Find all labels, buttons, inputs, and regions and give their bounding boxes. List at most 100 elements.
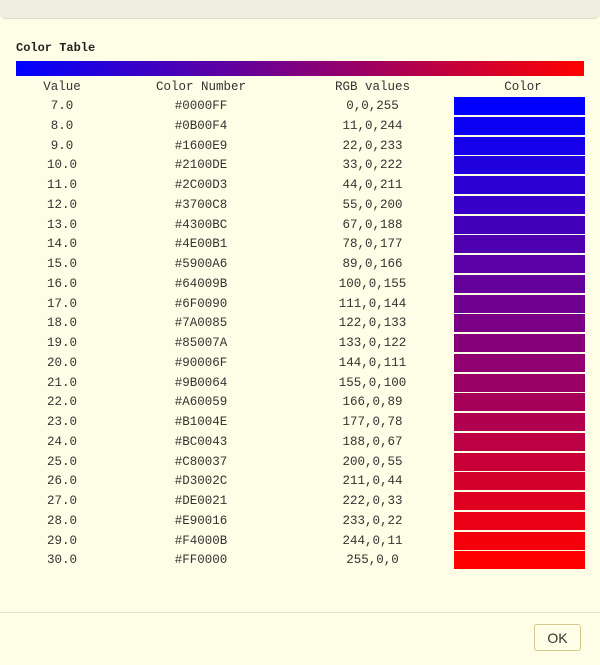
color-swatch [454, 531, 585, 550]
row-value: 14.0 [46, 237, 77, 252]
row-value: 16.0 [46, 276, 77, 291]
row-color-number: #F4000B [174, 533, 228, 548]
color-swatch [454, 334, 585, 352]
table-row: 22.0 #A60059 166,0,89 [0, 393, 600, 413]
row-rgb-values: 100,0,155 [338, 276, 407, 291]
row-color-number: #1600E9 [174, 138, 228, 153]
row-value: 22.0 [46, 395, 77, 410]
row-rgb-values: 177,0,78 [342, 415, 403, 429]
row-value: 10.0 [46, 158, 77, 173]
color-gradient-bar [16, 61, 584, 76]
color-swatch [454, 136, 585, 155]
table-row: 10.0 #2100DE 33,0,222 [0, 156, 600, 176]
row-value: 7.0 [50, 99, 74, 113]
row-rgb-values: 233,0,22 [342, 513, 403, 528]
row-value: 21.0 [46, 375, 77, 390]
table-row: 29.0 #F4000B 244,0,11 [0, 531, 600, 552]
row-color-number: #90006F [174, 355, 228, 370]
row-color-number: #4E00B1 [174, 237, 228, 252]
row-color-number: #9B0064 [174, 375, 228, 390]
row-rgb-values: 222,0,33 [342, 494, 403, 508]
row-color-number: #A60059 [174, 395, 228, 410]
table-row: 18.0 #7A0085 122,0,133 [0, 314, 600, 334]
table-row: 8.0 #0B00F4 11,0,244 [0, 116, 600, 137]
row-rgb-values: 211,0,44 [342, 474, 403, 489]
row-value: 9.0 [50, 138, 74, 153]
header-color-number: Color Number [155, 80, 246, 94]
row-rgb-values: 166,0,89 [342, 395, 403, 410]
ok-button[interactable]: OK [534, 624, 581, 651]
table-row: 25.0 #C80037 200,0,55 [0, 452, 600, 473]
color-swatch [454, 353, 585, 372]
row-rgb-values: 44,0,211 [342, 178, 403, 192]
row-value: 13.0 [46, 217, 77, 232]
color-swatch [454, 472, 585, 491]
table-row: 20.0 #90006F 144,0,111 [0, 353, 600, 374]
row-rgb-values: 67,0,188 [342, 217, 403, 232]
row-color-number: #0000FF [174, 99, 228, 113]
row-color-number: #DE0021 [174, 494, 228, 508]
table-row: 27.0 #DE0021 222,0,33 [0, 492, 600, 512]
table-row: 14.0 #4E00B1 78,0,177 [0, 235, 600, 255]
row-color-number: #E90016 [174, 513, 228, 528]
table-row: 26.0 #D3002C 211,0,44 [0, 472, 600, 492]
table-row: 24.0 #BC0043 188,0,67 [0, 432, 600, 453]
color-swatch [454, 116, 585, 135]
table-row: 17.0 #6F0090 111,0,144 [0, 294, 600, 315]
row-value: 15.0 [46, 257, 77, 271]
row-rgb-values: 144,0,111 [338, 355, 407, 370]
row-color-number: #FF0000 [174, 553, 228, 568]
row-rgb-values: 33,0,222 [342, 158, 403, 173]
header-color: Color [504, 80, 542, 94]
footer-divider [0, 612, 600, 613]
row-value: 12.0 [46, 197, 77, 212]
table-row: 19.0 #85007A 133,0,122 [0, 334, 600, 354]
table-row: 30.0 #FF0000 255,0,0 [0, 551, 600, 571]
row-rgb-values: 200,0,55 [342, 454, 403, 469]
table-row: 16.0 #64009B 100,0,155 [0, 274, 600, 295]
color-swatch [454, 373, 585, 392]
row-color-number: #2100DE [174, 158, 228, 173]
row-rgb-values: 89,0,166 [342, 257, 403, 271]
row-value: 29.0 [46, 533, 77, 548]
color-swatch [454, 195, 585, 214]
row-value: 24.0 [46, 434, 77, 449]
row-value: 27.0 [46, 494, 77, 508]
row-value: 17.0 [46, 296, 77, 311]
dialog-top-bar [0, 0, 600, 19]
color-swatch [454, 393, 585, 412]
color-swatch [454, 551, 585, 570]
row-color-number: #2C00D3 [174, 178, 228, 192]
color-swatch [454, 413, 585, 431]
color-swatch [454, 274, 585, 293]
row-color-number: #5900A6 [174, 257, 228, 271]
row-rgb-values: 111,0,144 [338, 296, 407, 311]
row-color-number: #BC0043 [174, 434, 228, 449]
row-color-number: #4300BC [174, 217, 228, 232]
row-rgb-values: 122,0,133 [338, 316, 407, 331]
row-color-number: #3700C8 [174, 197, 228, 212]
row-value: 30.0 [46, 553, 77, 568]
row-rgb-values: 133,0,122 [338, 336, 407, 350]
row-rgb-values: 55,0,200 [342, 197, 403, 212]
row-value: 26.0 [46, 474, 77, 489]
row-value: 19.0 [46, 336, 77, 350]
color-swatch [454, 97, 585, 115]
row-rgb-values: 188,0,67 [342, 434, 403, 449]
color-swatch [454, 294, 585, 313]
color-swatch [454, 511, 585, 530]
row-color-number: #7A0085 [174, 316, 228, 331]
color-table-rows: 7.0 #0000FF 0,0,255 8.0 #0B00F4 11,0,244 9.0 #1… [0, 97, 600, 571]
header-value: Value [43, 80, 81, 94]
color-swatch [454, 314, 585, 333]
row-rgb-values: 22,0,233 [342, 138, 403, 153]
row-rgb-values: 244,0,11 [342, 533, 403, 548]
table-row: 13.0 #4300BC 67,0,188 [0, 215, 600, 236]
table-row: 9.0 #1600E9 22,0,233 [0, 136, 600, 157]
color-swatch [454, 452, 585, 471]
row-value: 28.0 [46, 513, 77, 528]
color-swatch [454, 432, 585, 451]
row-color-number: #85007A [174, 336, 228, 350]
row-rgb-values: 11,0,244 [342, 118, 403, 133]
